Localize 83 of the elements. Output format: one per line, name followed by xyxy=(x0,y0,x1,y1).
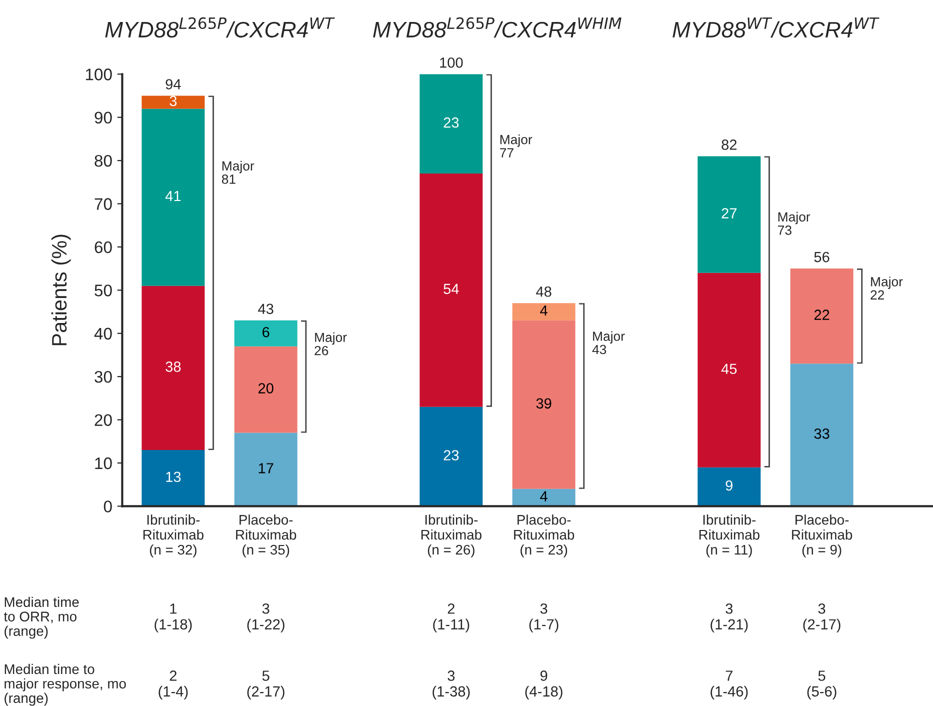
bar xyxy=(698,156,761,273)
bar xyxy=(234,346,298,433)
total-label: 43 xyxy=(258,304,274,314)
annotation: Major 43 xyxy=(592,331,625,354)
y-tick-label: 60 xyxy=(94,241,112,254)
y-tick-label: 10 xyxy=(95,457,112,470)
bar xyxy=(790,268,854,364)
bar xyxy=(512,320,576,489)
data-label: 17 xyxy=(258,463,274,474)
text: 3 (1-38) xyxy=(432,670,470,700)
bar xyxy=(512,303,576,320)
data-label: 4 xyxy=(540,491,548,502)
bar xyxy=(420,406,483,506)
text: MYD88$^{L265P}$/CXCR4$^{WHIM}$ xyxy=(373,17,622,38)
data-label: 38 xyxy=(166,362,181,372)
data-label: 39 xyxy=(536,398,552,409)
annotation: Major 73 xyxy=(778,212,810,235)
y-tick-label: 30 xyxy=(94,370,112,383)
data-label: 23 xyxy=(444,117,459,128)
total-label: 56 xyxy=(814,252,830,262)
y-axis-title: Patients (%) xyxy=(51,234,71,346)
x-tick-label: Placebo- Rituximab (n = 23) xyxy=(514,514,574,558)
x-tick-label: Placebo- Rituximab (n = 35) xyxy=(236,514,296,558)
bar xyxy=(790,364,854,506)
data-label: 33 xyxy=(814,428,830,439)
text: MYD88$^{WT}$/CXCR4$^{WT}$ xyxy=(672,18,880,38)
y-tick-label: 50 xyxy=(94,284,112,296)
text: 1 (1-18) xyxy=(154,604,192,632)
data-label: 45 xyxy=(721,364,737,374)
annotation: Major 81 xyxy=(222,160,254,184)
bar xyxy=(234,320,298,346)
text: 5 (5-6) xyxy=(807,670,836,700)
bar xyxy=(512,488,576,506)
bar xyxy=(234,432,298,506)
data-label: 9 xyxy=(726,480,733,491)
y-tick-label: 0 xyxy=(104,500,112,512)
bar xyxy=(142,450,205,506)
bar xyxy=(142,96,205,109)
total-label: 94 xyxy=(166,79,181,90)
text: 3 (1-7) xyxy=(529,603,558,632)
bar xyxy=(420,174,483,407)
x-tick-label: Ibrutinib- Rituximab (n = 26) xyxy=(421,514,482,558)
text: 2 (1-4) xyxy=(158,670,188,700)
text: 7 (1-46) xyxy=(710,670,748,700)
bar xyxy=(698,272,761,468)
annotation: Major 22 xyxy=(870,276,903,300)
total-label: 48 xyxy=(536,286,552,297)
text: 2 (1-11) xyxy=(433,603,470,632)
data-label: 13 xyxy=(166,472,181,482)
bar xyxy=(142,286,205,450)
data-label: 27 xyxy=(722,208,737,218)
data-label: 20 xyxy=(258,383,274,394)
data-label: 23 xyxy=(444,450,459,460)
bar xyxy=(698,467,761,506)
x-tick-label: Ibrutinib- Rituximab (n = 11) xyxy=(699,514,760,558)
total-label: 82 xyxy=(722,140,737,150)
text: 9 (4-18) xyxy=(525,670,562,700)
text: Median time to ORR, mo (range) xyxy=(4,596,79,639)
total-label: 100 xyxy=(440,57,463,68)
y-tick-label: 20 xyxy=(94,414,112,426)
data-label: 4 xyxy=(540,306,548,316)
text: MYD88$^{L265P}$/CXCR4$^{WT}$ xyxy=(105,17,335,38)
annotation: Major 26 xyxy=(314,332,347,356)
data-label: 3 xyxy=(170,96,177,106)
text: 5 (2-17) xyxy=(247,670,284,700)
text: 3 (1-22) xyxy=(247,603,284,632)
y-tick-label: 100 xyxy=(86,68,112,80)
text: 3 (2-17) xyxy=(803,603,840,632)
y-tick-label: 40 xyxy=(94,328,112,340)
bar xyxy=(142,108,205,286)
data-label: 41 xyxy=(165,191,181,202)
data-label: 22 xyxy=(814,310,830,320)
data-label: 54 xyxy=(444,284,459,294)
data-label: 6 xyxy=(262,326,270,338)
annotation: Major 77 xyxy=(500,134,532,158)
y-tick-label: 80 xyxy=(94,154,112,167)
text: 3 (1-21) xyxy=(710,603,748,632)
x-tick-label: Ibrutinib- Rituximab (n = 32) xyxy=(143,514,204,558)
y-tick-label: 90 xyxy=(94,112,112,124)
y-tick-label: 70 xyxy=(94,198,112,210)
bar xyxy=(420,74,483,174)
text: Median time to major response, mo (range) xyxy=(4,664,126,706)
x-tick-label: Placebo- Rituximab (n = 9) xyxy=(792,514,852,558)
